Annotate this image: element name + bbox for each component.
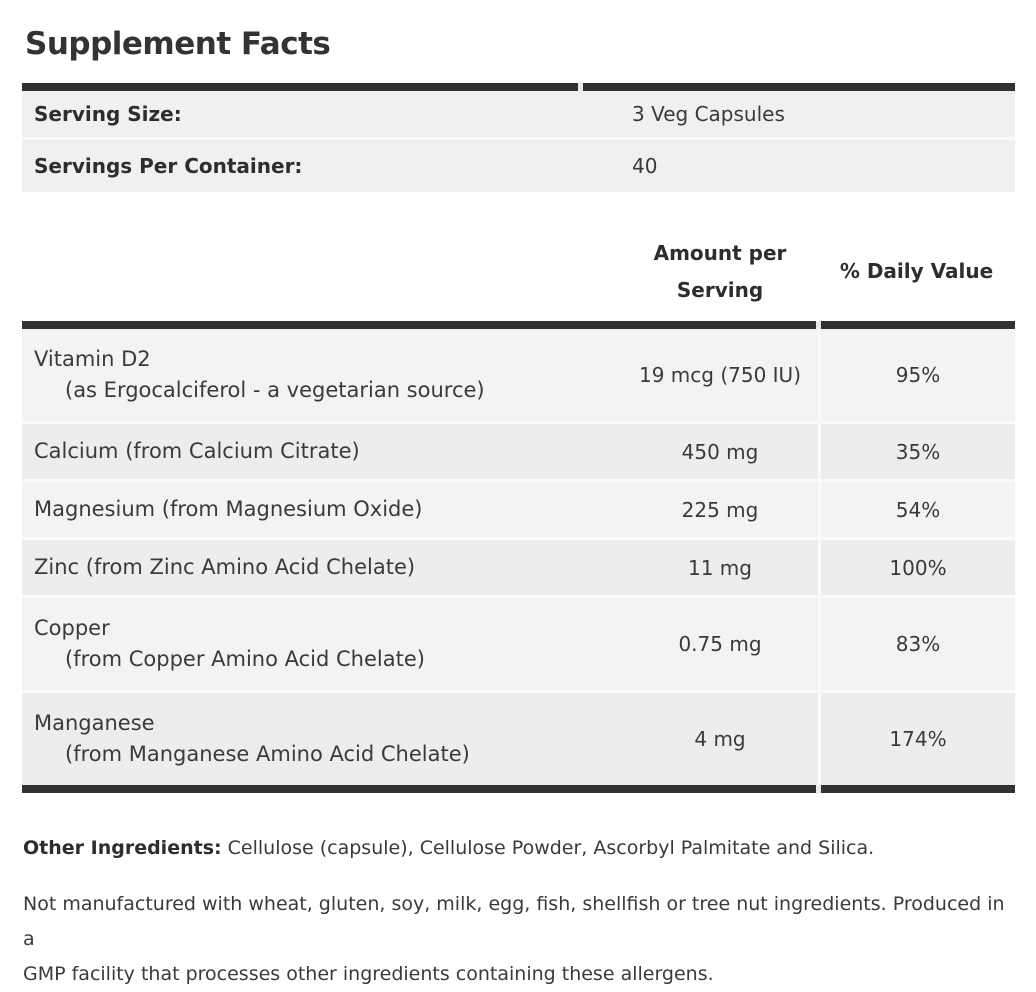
allergen-statement: Not manufactured with wheat, gluten, soy… [23, 887, 1013, 992]
allergen-statement-line2: GMP facility that processes other ingred… [23, 963, 714, 985]
nutrient-name-text: Magnesium (from Magnesium Oxide) [34, 497, 423, 521]
serving-info: Serving Size: 3 Veg Capsules Servings Pe… [22, 91, 1015, 192]
table-row-calcium: Calcium (from Calcium Citrate) 450 mg 35… [22, 424, 1015, 482]
other-ingredients-paragraph: Other Ingredients: Cellulose (capsule), … [23, 831, 1013, 866]
nutrient-daily-value: 95% [818, 329, 1015, 421]
nutrient-amount: 4 mg [694, 727, 746, 751]
nutrient-name-text: Copper [34, 616, 110, 640]
top-rule-segment-right [583, 83, 1015, 91]
header-rule-notch [816, 321, 821, 329]
nutrient-amount: 11 mg [688, 555, 752, 580]
header-rule-segment-left [22, 321, 816, 329]
serving-size-label: Serving Size: [34, 102, 182, 126]
header-spacer [22, 192, 622, 321]
amount-per-serving-header: Amount per Serving [622, 192, 818, 321]
nutrient-name: Copper (from Copper Amino Acid Chelate) [22, 598, 622, 690]
daily-value-header: % Daily Value [818, 192, 1015, 321]
nutrient-name: Calcium (from Calcium Citrate) [22, 424, 622, 479]
nutrient-detail-text: (from Manganese Amino Acid Chelate) [65, 742, 470, 766]
nutrient-amount: 19 mcg (750 IU) [638, 363, 801, 387]
table-row-zinc: Zinc (from Zinc Amino Acid Chelate) 11 m… [22, 540, 1015, 598]
table-row-vitamin-d2: Vitamin D2 (as Ergocalciferol - a vegeta… [22, 329, 1015, 424]
table-row-magnesium: Magnesium (from Magnesium Oxide) 225 mg … [22, 482, 1015, 540]
amount-header-line1: Amount per [653, 241, 787, 265]
bottom-rule [22, 785, 1015, 793]
nutrient-name: Manganese (from Manganese Amino Acid Che… [22, 693, 622, 785]
nutrient-name: Magnesium (from Magnesium Oxide) [22, 482, 622, 537]
page-title: Supplement Facts [25, 26, 331, 62]
nutrient-daily-value: 35% [818, 424, 1015, 479]
nutrient-name-text: Calcium (from Calcium Citrate) [34, 439, 360, 463]
amount-header-line2: Serving [676, 278, 764, 302]
servings-per-container-row: Servings Per Container: 40 [22, 140, 1015, 192]
other-ingredients-label: Other Ingredients: [23, 837, 222, 859]
bottom-rule-notch [816, 785, 821, 793]
table-column-headers: Amount per Serving % Daily Value [22, 192, 1015, 321]
nutrient-name: Vitamin D2 (as Ergocalciferol - a vegeta… [22, 329, 622, 421]
daily-value-header-text: % Daily Value [839, 259, 994, 283]
footnotes: Other Ingredients: Cellulose (capsule), … [23, 831, 1013, 992]
top-rule [22, 83, 1015, 91]
servings-per-container-value: 40 [632, 154, 658, 178]
servings-per-container-label: Servings Per Container: [34, 154, 303, 178]
serving-size-row: Serving Size: 3 Veg Capsules [22, 91, 1015, 140]
nutrient-name: Zinc (from Zinc Amino Acid Chelate) [22, 540, 622, 595]
nutrient-amount: 450 mg [681, 439, 759, 464]
header-rule [22, 321, 1015, 329]
nutrient-table: Vitamin D2 (as Ergocalciferol - a vegeta… [22, 329, 1015, 785]
nutrient-daily-value: 54% [818, 482, 1015, 537]
other-ingredients-text: Cellulose (capsule), Cellulose Powder, A… [221, 837, 875, 859]
nutrient-name-text: Zinc (from Zinc Amino Acid Chelate) [34, 555, 416, 579]
nutrient-amount: 225 mg [681, 497, 759, 522]
serving-size-value: 3 Veg Capsules [632, 102, 785, 126]
table-row-manganese: Manganese (from Manganese Amino Acid Che… [22, 693, 1015, 785]
nutrient-daily-value: 100% [818, 540, 1015, 595]
nutrient-amount: 0.75 mg [678, 632, 762, 656]
allergen-statement-line1: Not manufactured with wheat, gluten, soy… [23, 893, 1005, 950]
bottom-rule-segment-left [22, 785, 816, 793]
nutrient-detail-text: (from Copper Amino Acid Chelate) [65, 647, 425, 671]
top-rule-notch [578, 83, 583, 91]
nutrient-name-text: Vitamin D2 [34, 347, 151, 371]
table-row-copper: Copper (from Copper Amino Acid Chelate) … [22, 598, 1015, 693]
header-rule-segment-right [821, 321, 1015, 329]
nutrient-name-text: Manganese [34, 711, 155, 735]
nutrient-detail-text: (as Ergocalciferol - a vegetarian source… [65, 378, 485, 402]
nutrient-daily-value: 83% [818, 598, 1015, 690]
nutrient-daily-value: 174% [818, 693, 1015, 785]
bottom-rule-segment-right [821, 785, 1015, 793]
top-rule-segment-left [22, 83, 578, 91]
